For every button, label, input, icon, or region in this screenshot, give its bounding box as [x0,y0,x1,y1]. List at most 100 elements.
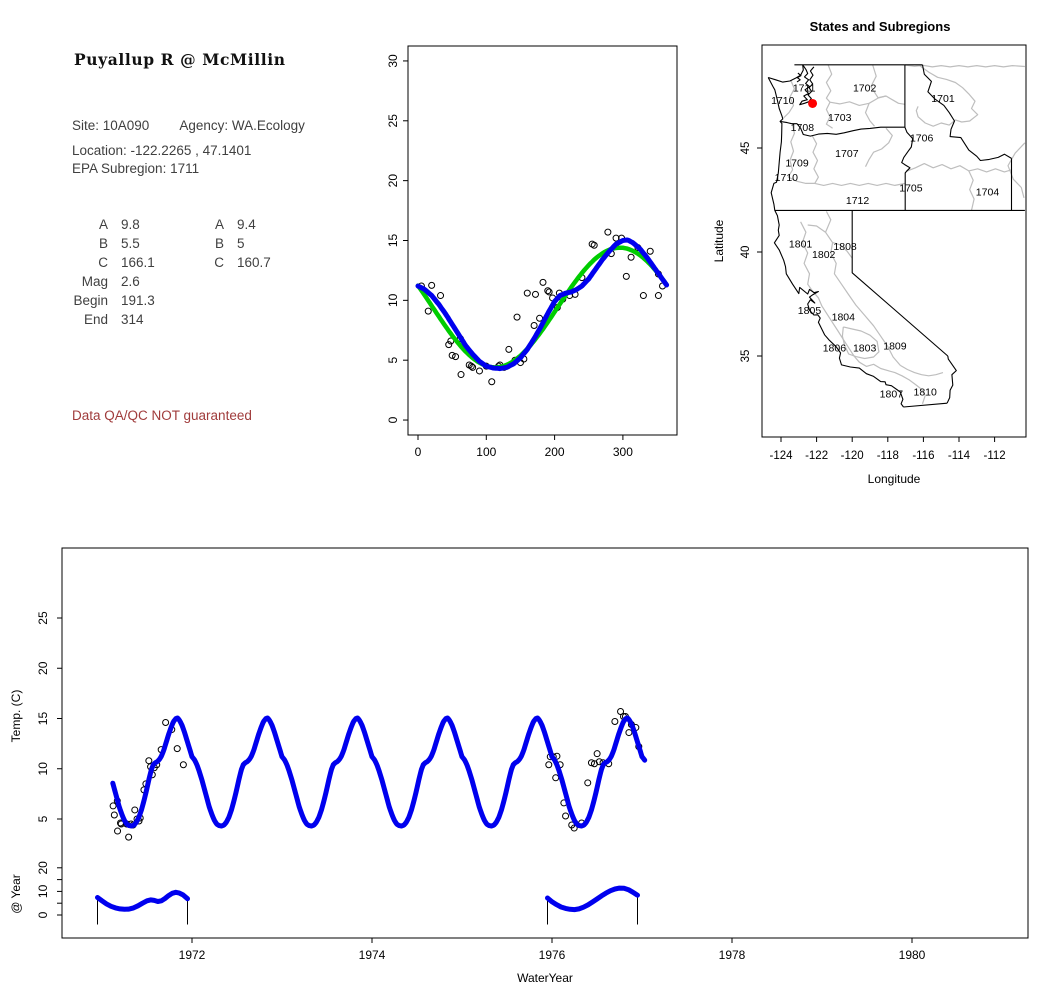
axis-tick-label: 10 [36,884,50,898]
x-tick-label: -114 [948,450,971,462]
data-point [457,371,465,379]
axis-tick-label: 0 [36,911,50,918]
subregion-label: 1807 [880,388,904,400]
x-tick-label: -122 [805,450,828,462]
x-tick-label: -120 [841,450,864,462]
map-xlabel: Longitude [868,472,921,486]
data-point [539,278,547,286]
data-point [475,367,483,375]
x-tick-label: -124 [769,450,793,462]
subregion-label: 1710 [775,172,799,184]
data-point [110,811,118,819]
param-value: 160.7 [237,255,271,270]
axis-tick-label: 20 [36,661,50,675]
param-label [190,272,224,291]
subregion-boundary [915,65,979,127]
param-label: Begin [73,293,108,308]
state-boundary [946,355,957,404]
subregion-label: 1710 [771,95,795,107]
data-point [424,307,432,315]
subregion-boundary [899,364,944,377]
param-value: 166.1 [121,255,155,270]
data-point [162,719,170,727]
state-boundary [921,64,1012,162]
subregion-boundary [870,64,887,99]
sine-fit-curve [415,245,669,370]
data-point [588,240,596,248]
subregion-boundary [829,95,905,106]
axis-tick-label: 5 [36,815,50,822]
axis-tick-label: 10 [36,762,50,776]
param-value: 9.8 [121,217,140,232]
ts-xlabel: WaterYear [517,971,573,985]
subregion-boundary [787,124,795,178]
data-point [488,378,496,386]
epa-subregion-line: EPA Subregion: 1711 [72,161,200,176]
axis-tick-label: 10 [386,293,400,307]
data-point [646,247,654,255]
x-tick-label: 1972 [179,948,206,962]
x-tick-label: 1974 [359,948,386,962]
subregion-label: 1709 [785,158,809,170]
state-boundary [851,210,949,357]
data-point [530,321,538,329]
subregion-label: 1712 [846,195,870,207]
param-value: 5 [237,236,245,251]
state-boundary [767,77,904,408]
param-label: C [98,255,108,270]
subregion-boundary [787,176,906,186]
data-point [469,363,477,371]
state-boundary [901,126,914,211]
subregion-label: 1706 [910,133,934,145]
param-value [224,310,304,329]
data-point [625,729,633,737]
subregion-label: 1808 [833,241,857,253]
data-point [584,779,592,787]
subregion-label: 1803 [853,343,877,355]
data-point [654,292,662,300]
axis-tick-label: 25 [386,114,400,128]
subregion-label: 1809 [883,341,907,353]
axis-tick-label: 15 [386,233,400,247]
param-value: 9.4 [237,217,256,232]
plot-frame [761,44,1027,438]
param-value [224,272,304,291]
subregion-boundary [811,135,819,184]
param-value [224,291,304,310]
map-ylabel: Latitude [712,219,726,262]
site-agency-line: Site: 10A090 Agency: WA.Ecology [72,118,305,133]
fit-params-table: A 9.8 A 9.4 B 5.5 B 5 C 166.1 C 160.7 Ma… [70,215,304,329]
subregion-label: 1711 [793,83,816,95]
subregion-boundary [1007,142,1026,199]
data-point [611,718,619,726]
qaqc-warning: Data QA/QC NOT guaranteed [72,408,252,423]
subregion-label: 1801 [789,239,813,251]
subregion-boundary [811,290,860,363]
param-label [190,310,224,329]
axis-tick-label: 40 [740,246,752,259]
year-subcurve [545,885,640,913]
data-point [467,362,475,370]
map-chart: States and Subregions1702170117101711170… [712,19,1027,486]
param-value: 314 [121,312,144,327]
param-value: 191.3 [121,293,155,308]
data-point [570,824,578,832]
axis-tick-label: 20 [386,174,400,188]
ts-ylabel: Temp. (C) [9,690,23,743]
subregion-boundary [858,361,926,404]
data-point [179,761,187,769]
seasonal-prediction-curve [110,715,648,829]
data-point [544,287,552,295]
data-point [131,806,139,814]
data-point [587,759,595,767]
param-label: A [98,217,108,232]
axis-tick-label: 0 [386,416,400,423]
data-point [545,761,553,769]
timeseries-chart: 1972 1974 1976 1978 1980 5 10 15 20 25 0 10 20 Temp. … [9,547,1029,985]
site-id: Site: 10A090 [72,118,150,133]
subregion-boundary [841,326,880,360]
x-tick-label: -116 [912,450,934,462]
param-label: C [214,255,224,270]
subregion-boundary [904,64,1025,68]
